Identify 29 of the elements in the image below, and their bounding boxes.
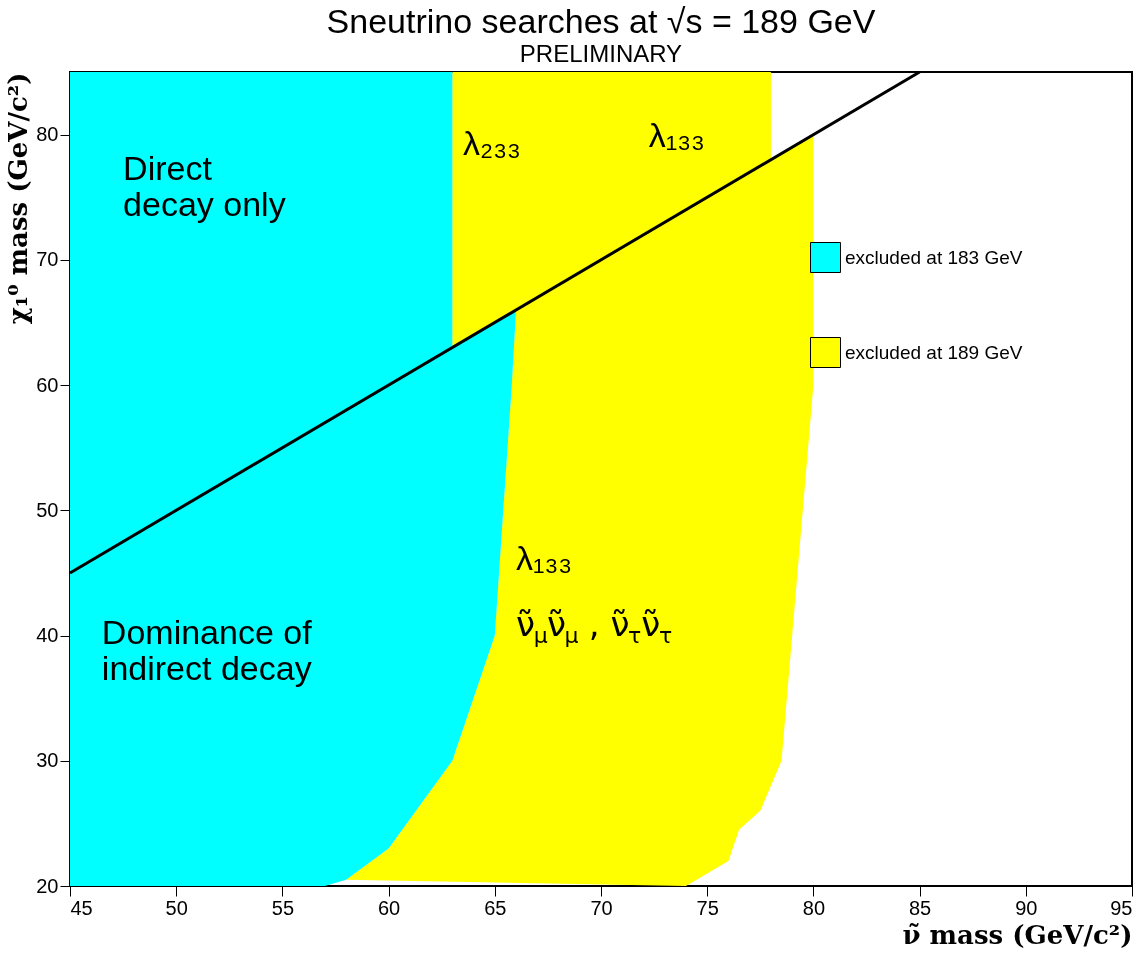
- y-axis-title: χ₁⁰ mass (GeV/c²): [3, 72, 34, 325]
- x-tick-label: 55: [271, 896, 295, 919]
- chart-title: Sneutrino searches at √s = 189 GeV: [326, 1, 876, 40]
- x-tick-label: 50: [165, 896, 188, 919]
- x-tick-label: 65: [484, 896, 507, 919]
- annotation: λ₁₃₃: [516, 539, 573, 578]
- x-tick-label: 95: [1110, 896, 1133, 919]
- x-tick-label: 75: [696, 896, 719, 919]
- y-tick-label: 30: [36, 749, 59, 772]
- x-tick-label: 80: [802, 896, 826, 919]
- x-tick-label: 90: [1015, 896, 1038, 919]
- annotation: λ₂₃₃: [462, 124, 521, 163]
- x-tick-label: 70: [590, 896, 613, 919]
- y-tick-label: 20: [36, 874, 59, 897]
- x-tick-label: 85: [908, 896, 932, 919]
- y-tick-label: 40: [36, 624, 59, 647]
- annotation: Direct decay only: [123, 148, 286, 223]
- y-tick-label: 80: [36, 123, 59, 146]
- annotation: λ₁₃₃: [648, 116, 705, 155]
- y-tick-label: 70: [36, 248, 59, 271]
- y-tick-label: 60: [36, 373, 59, 396]
- annotation: Dominance of indirect decay: [101, 612, 313, 687]
- chart-subtitle: PRELIMINARY: [519, 39, 683, 67]
- text: excluded at 183 GeV: [845, 246, 1023, 268]
- legend-label: excluded at 189 GeV: [845, 341, 1023, 363]
- y-tick-label: 50: [36, 498, 59, 521]
- x-axis-title: ν̃ mass (GeV/c²): [902, 919, 1133, 950]
- x-tick-label: 60: [377, 896, 401, 919]
- x-tick-label: 45: [70, 896, 93, 919]
